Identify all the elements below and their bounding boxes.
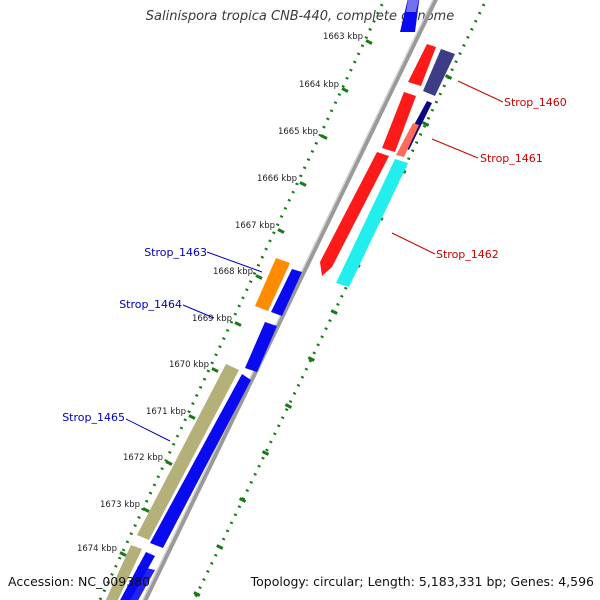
tick-mark xyxy=(365,39,373,45)
tick-mark xyxy=(211,367,219,373)
tick-label: 1665 kbp xyxy=(278,127,318,137)
gene-arrow-strop-1465-blue xyxy=(150,374,251,548)
gene-arrow-strop-1464-blue xyxy=(245,322,277,372)
leader-strop-1465 xyxy=(125,418,171,442)
tick-mark xyxy=(119,551,127,557)
gene-label-strop-1460: Strop_1460 xyxy=(504,96,567,109)
leader-strop-1464 xyxy=(182,304,215,319)
tick-mark xyxy=(142,507,150,513)
tick-label: 1670 kbp xyxy=(169,360,209,370)
gene-arrow-strop-1462-red xyxy=(320,152,389,276)
outer-tick-mark xyxy=(307,356,315,362)
outer-tick-mark xyxy=(261,450,270,456)
tick-label: 1667 kbp xyxy=(235,221,275,231)
tick-mark xyxy=(277,228,285,234)
gene-label-strop-1464: Strop_1464 xyxy=(119,298,182,311)
tick-label: 1664 kbp xyxy=(299,80,339,90)
tick-mark xyxy=(299,181,307,187)
tick-mark xyxy=(255,274,263,280)
gene-arrow-top-blue-shade xyxy=(406,0,419,12)
tick-mark xyxy=(234,321,242,327)
tick-mark xyxy=(165,460,173,466)
topology-label: Topology: circular; Length: 5,183,331 bp… xyxy=(250,574,594,589)
outer-tick-mark xyxy=(284,403,293,409)
gene-label-strop-1465: Strop_1465 xyxy=(62,411,125,424)
tick-label: 1663 kbp xyxy=(323,32,363,42)
outer-ruler-dots xyxy=(192,0,488,600)
tick-label: 1671 kbp xyxy=(146,407,186,417)
gene-arrow-strop-1460-slate xyxy=(423,49,455,96)
gene-arrow-bottom-khaki xyxy=(105,545,142,600)
gene-label-strop-1461: Strop_1461 xyxy=(480,152,543,165)
accession-label: Accession: NC_009380 xyxy=(8,574,151,589)
outer-tick-mark xyxy=(422,121,430,127)
tick-mark xyxy=(341,87,349,93)
leader-strop-1462 xyxy=(391,232,436,255)
gene-arrow-strop-1462-cyan xyxy=(336,159,408,287)
tick-label: 1674 kbp xyxy=(77,544,117,554)
gene-arrow-strop-1463-blue xyxy=(271,269,302,316)
outer-tick-mark xyxy=(238,497,247,503)
gene-arrow-bottom-blue-shade xyxy=(125,566,155,600)
tick-mark xyxy=(320,134,328,140)
outer-tick-mark xyxy=(444,74,453,80)
gene-arrow-strop-1465-khaki xyxy=(137,364,239,540)
gene-arrow-strop-1460-red xyxy=(408,44,436,86)
gene-label-strop-1463: Strop_1463 xyxy=(144,246,207,259)
gene-arrow-strop-1461-light-red xyxy=(396,123,419,157)
tick-labels: 1663 kbp 1664 kbp 1665 kbp 1666 kbp 1667 kbp… xyxy=(77,32,363,554)
tick-label: 1672 kbp xyxy=(123,453,163,463)
leader-strop-1463 xyxy=(206,251,263,273)
genome-backbone xyxy=(142,0,438,600)
leader-strop-1461 xyxy=(431,138,479,159)
tick-label: 1668 kbp xyxy=(213,267,253,277)
tick-label: 1666 kbp xyxy=(257,174,297,184)
gene-arrow-strop-1461-red xyxy=(382,92,416,152)
outer-tick-mark xyxy=(193,591,201,597)
outer-tick-mark xyxy=(216,544,224,550)
outer-tick-mark xyxy=(330,309,338,315)
tick-marks xyxy=(119,39,453,597)
leader-strop-1460 xyxy=(457,80,504,103)
tick-label: 1673 kbp xyxy=(100,500,140,510)
tick-label: 1669 kbp xyxy=(192,314,232,324)
gene-label-strop-1462: Strop_1462 xyxy=(436,248,499,261)
gene-arrow-strop-1463-orange xyxy=(255,258,290,311)
tick-mark xyxy=(188,414,196,420)
